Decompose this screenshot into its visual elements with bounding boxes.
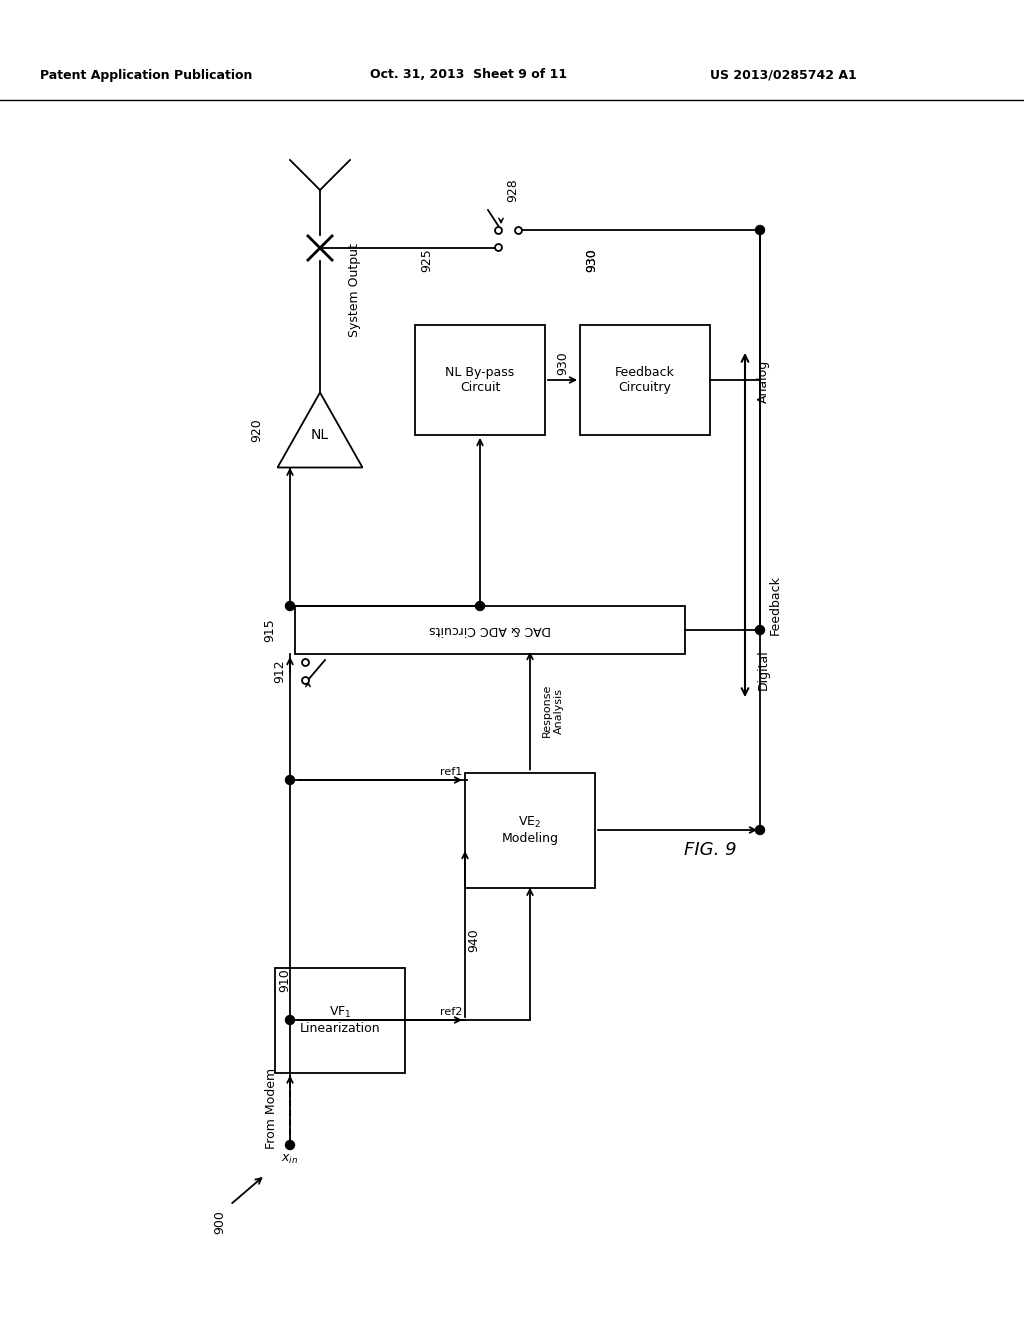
Text: Digital: Digital: [757, 649, 769, 690]
Text: NL: NL: [311, 428, 329, 442]
Bar: [465, 772, 595, 887]
Text: Patent Application Publication: Patent Application Publication: [40, 69, 252, 82]
Text: VF$_1$
Linearization: VF$_1$ Linearization: [300, 1005, 380, 1035]
Text: From Modem: From Modem: [265, 1068, 278, 1150]
Text: DAC & ADC Circuits: DAC & ADC Circuits: [429, 623, 551, 636]
Text: ref1: ref1: [439, 767, 462, 777]
Bar: [580, 325, 710, 436]
Bar: [275, 968, 406, 1072]
Text: ref2: ref2: [439, 1007, 462, 1016]
Text: VE$_2$
Modeling: VE$_2$ Modeling: [502, 814, 558, 845]
Text: 940: 940: [468, 928, 480, 952]
Text: 900: 900: [213, 1210, 226, 1234]
Text: 920: 920: [251, 418, 263, 442]
Text: Response
Analysis: Response Analysis: [542, 684, 563, 738]
Text: $x_{in}$: $x_{in}$: [282, 1152, 299, 1166]
Text: System Output: System Output: [348, 243, 361, 337]
Bar: [295, 606, 685, 653]
Circle shape: [286, 776, 295, 784]
Text: 930: 930: [556, 351, 569, 375]
Circle shape: [286, 1140, 295, 1150]
Text: 910: 910: [279, 968, 292, 991]
Bar: [415, 325, 545, 436]
Circle shape: [756, 226, 765, 235]
Text: FIG. 9: FIG. 9: [684, 841, 736, 859]
Text: 930: 930: [586, 248, 598, 272]
Text: US 2013/0285742 A1: US 2013/0285742 A1: [710, 69, 857, 82]
Text: Feedback: Feedback: [768, 576, 781, 635]
Circle shape: [286, 1015, 295, 1024]
Text: Analog: Analog: [757, 360, 769, 403]
Circle shape: [286, 602, 295, 610]
Circle shape: [756, 626, 765, 635]
Text: 930: 930: [586, 248, 598, 272]
Text: 928: 928: [507, 178, 519, 202]
Text: 915: 915: [263, 618, 276, 642]
Text: 925: 925: [421, 248, 433, 272]
Text: NL By-pass
Circuit: NL By-pass Circuit: [445, 366, 515, 393]
Text: 912: 912: [273, 659, 287, 682]
Circle shape: [756, 825, 765, 834]
Text: Feedback
Circuitry: Feedback Circuitry: [615, 366, 675, 393]
Circle shape: [475, 602, 484, 610]
Text: Oct. 31, 2013  Sheet 9 of 11: Oct. 31, 2013 Sheet 9 of 11: [370, 69, 567, 82]
